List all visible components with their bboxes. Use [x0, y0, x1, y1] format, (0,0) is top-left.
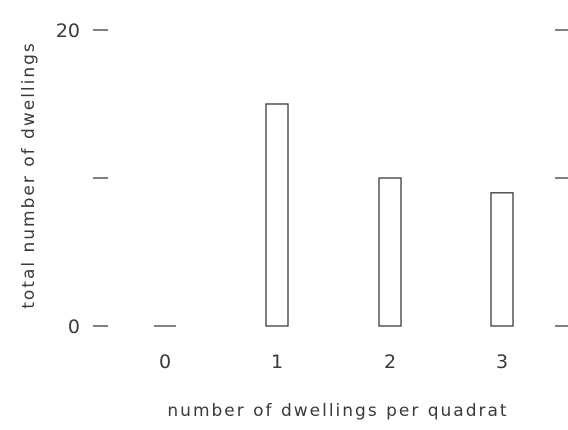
bar-3 — [490, 192, 514, 327]
plot-area: 0 20 0 1 2 3 — [56, 20, 568, 373]
y-axis-title: total number of dwellings — [19, 41, 39, 309]
y-tick-label-0: 0 — [68, 316, 80, 338]
bar-2 — [378, 177, 402, 327]
x-tick-label-2: 2 — [384, 351, 396, 373]
y-tick-label-20: 20 — [56, 20, 80, 42]
x-axis-title: number of dwellings per quadrat — [167, 401, 508, 421]
x-tick-label-0: 0 — [159, 351, 171, 373]
x-tick-label-3: 3 — [496, 351, 508, 373]
bar-1 — [265, 103, 289, 327]
x-tick-label-1: 1 — [271, 351, 283, 373]
